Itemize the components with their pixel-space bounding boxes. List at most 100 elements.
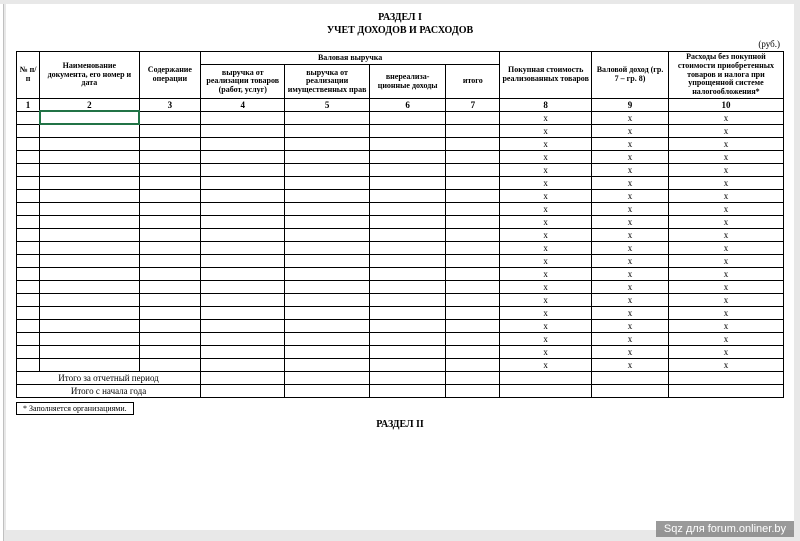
table-cell[interactable]: [369, 254, 446, 267]
table-cell[interactable]: [285, 254, 369, 267]
table-cell[interactable]: [369, 267, 446, 280]
table-cell[interactable]: x: [668, 124, 783, 137]
table-cell[interactable]: x: [592, 293, 669, 306]
table-cell[interactable]: [285, 241, 369, 254]
table-cell[interactable]: [17, 202, 40, 215]
table-cell[interactable]: x: [668, 202, 783, 215]
table-cell[interactable]: x: [668, 111, 783, 124]
table-cell[interactable]: [285, 137, 369, 150]
table-cell[interactable]: x: [500, 189, 592, 202]
table-cell[interactable]: [139, 254, 200, 267]
table-cell[interactable]: [17, 345, 40, 358]
table-cell[interactable]: [201, 241, 285, 254]
table-cell[interactable]: [139, 111, 200, 124]
table-cell[interactable]: [139, 358, 200, 371]
table-cell[interactable]: [369, 137, 446, 150]
table-cell[interactable]: x: [500, 254, 592, 267]
table-cell[interactable]: [369, 241, 446, 254]
table-cell[interactable]: [139, 137, 200, 150]
table-cell[interactable]: [285, 163, 369, 176]
table-cell[interactable]: [369, 371, 446, 384]
table-cell[interactable]: [201, 124, 285, 137]
table-cell[interactable]: [40, 306, 140, 319]
table-cell[interactable]: [17, 215, 40, 228]
table-cell[interactable]: x: [500, 306, 592, 319]
table-cell[interactable]: [17, 332, 40, 345]
table-cell[interactable]: x: [668, 267, 783, 280]
table-cell[interactable]: [285, 189, 369, 202]
table-cell[interactable]: [446, 293, 500, 306]
table-cell[interactable]: [139, 124, 200, 137]
table-cell[interactable]: [369, 189, 446, 202]
table-cell[interactable]: [139, 150, 200, 163]
table-cell[interactable]: x: [668, 293, 783, 306]
table-cell[interactable]: x: [500, 137, 592, 150]
table-cell[interactable]: [446, 189, 500, 202]
table-cell[interactable]: [369, 306, 446, 319]
table-cell[interactable]: x: [592, 241, 669, 254]
table-cell[interactable]: [139, 306, 200, 319]
table-cell[interactable]: [369, 384, 446, 397]
table-cell[interactable]: [285, 371, 369, 384]
table-cell[interactable]: [201, 358, 285, 371]
table-cell[interactable]: [139, 228, 200, 241]
table-cell[interactable]: [17, 241, 40, 254]
table-cell[interactable]: [17, 293, 40, 306]
table-cell[interactable]: [446, 124, 500, 137]
table-cell[interactable]: x: [668, 280, 783, 293]
table-cell[interactable]: x: [668, 306, 783, 319]
table-cell[interactable]: [139, 293, 200, 306]
table-cell[interactable]: x: [592, 137, 669, 150]
table-cell[interactable]: x: [500, 228, 592, 241]
table-cell[interactable]: [40, 215, 140, 228]
table-cell[interactable]: [139, 202, 200, 215]
table-cell[interactable]: x: [668, 215, 783, 228]
table-cell[interactable]: [446, 111, 500, 124]
table-cell[interactable]: [369, 202, 446, 215]
table-cell[interactable]: [369, 111, 446, 124]
table-cell[interactable]: [139, 241, 200, 254]
table-cell[interactable]: [17, 111, 40, 124]
table-cell[interactable]: x: [592, 202, 669, 215]
table-cell[interactable]: [201, 163, 285, 176]
table-cell[interactable]: x: [592, 215, 669, 228]
table-cell[interactable]: [40, 176, 140, 189]
table-cell[interactable]: [369, 176, 446, 189]
table-cell[interactable]: x: [500, 319, 592, 332]
table-cell[interactable]: [592, 371, 669, 384]
table-cell[interactable]: [369, 358, 446, 371]
table-cell[interactable]: [139, 332, 200, 345]
table-cell[interactable]: x: [592, 150, 669, 163]
table-cell[interactable]: [446, 280, 500, 293]
table-cell[interactable]: [668, 384, 783, 397]
table-cell[interactable]: [285, 306, 369, 319]
table-cell[interactable]: [17, 150, 40, 163]
table-cell[interactable]: [40, 267, 140, 280]
table-cell[interactable]: x: [668, 150, 783, 163]
table-cell[interactable]: [139, 345, 200, 358]
table-cell[interactable]: [285, 267, 369, 280]
table-cell[interactable]: [446, 215, 500, 228]
table-cell[interactable]: x: [500, 111, 592, 124]
table-cell[interactable]: [201, 345, 285, 358]
table-cell[interactable]: [500, 384, 592, 397]
table-cell[interactable]: [201, 384, 285, 397]
table-cell[interactable]: [201, 111, 285, 124]
table-cell[interactable]: [285, 176, 369, 189]
table-cell[interactable]: [201, 215, 285, 228]
table-cell[interactable]: [500, 371, 592, 384]
table-cell[interactable]: x: [500, 332, 592, 345]
table-cell[interactable]: [201, 228, 285, 241]
table-cell[interactable]: [369, 215, 446, 228]
table-cell[interactable]: [201, 137, 285, 150]
table-cell[interactable]: [369, 345, 446, 358]
table-cell[interactable]: [446, 228, 500, 241]
table-cell[interactable]: x: [500, 293, 592, 306]
table-cell[interactable]: [285, 293, 369, 306]
table-cell[interactable]: [17, 254, 40, 267]
table-cell[interactable]: [446, 267, 500, 280]
table-cell[interactable]: [446, 163, 500, 176]
table-cell[interactable]: x: [668, 254, 783, 267]
table-cell[interactable]: [446, 306, 500, 319]
table-cell[interactable]: x: [592, 358, 669, 371]
